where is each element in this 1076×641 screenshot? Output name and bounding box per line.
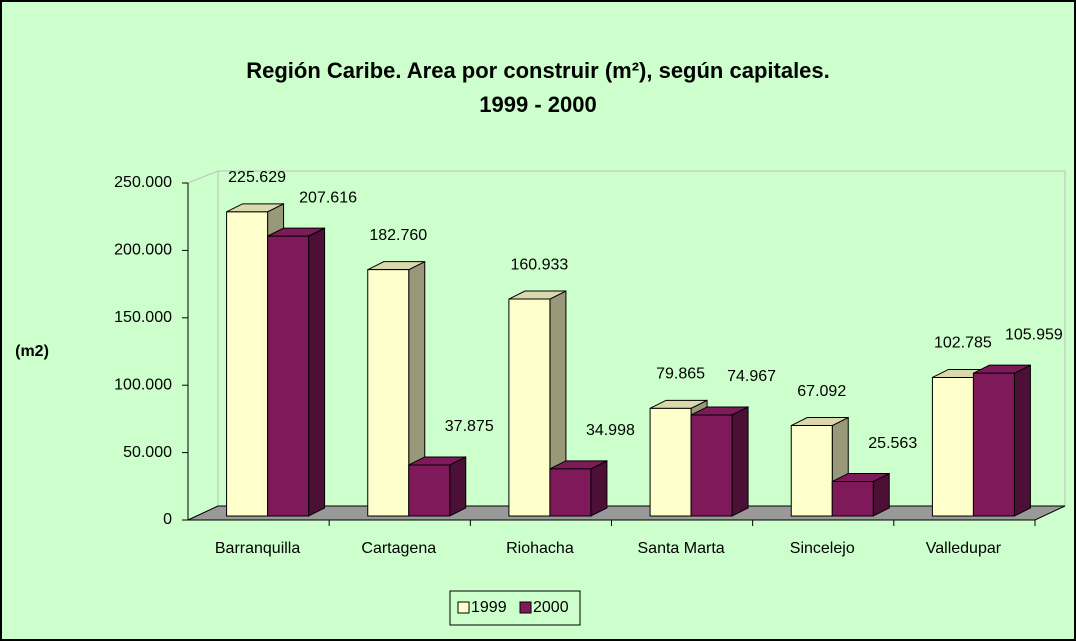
x-tick-label: Barranquilla — [215, 540, 300, 557]
bar — [267, 227, 326, 517]
bar-face — [408, 464, 451, 517]
legend-box — [449, 590, 581, 626]
bar-face — [549, 468, 592, 517]
chart-subtitle: 1999 - 2000 — [479, 92, 596, 117]
y-tick-label: 200.000 — [114, 242, 172, 259]
bar — [549, 460, 608, 517]
data-label: 225.629 — [228, 169, 286, 186]
bar-face — [1013, 364, 1031, 517]
data-label: 207.616 — [299, 189, 357, 206]
legend-label: 1999 — [471, 599, 507, 616]
data-label: 105.959 — [1005, 326, 1063, 343]
bar-face — [590, 460, 608, 517]
bar-face — [267, 235, 310, 517]
legend-swatch — [519, 601, 532, 614]
y-tick-label: 250.000 — [114, 174, 172, 191]
y-tick-label: 150.000 — [114, 309, 172, 326]
data-label: 34.998 — [586, 422, 635, 439]
bar-face — [508, 298, 551, 517]
data-label: 67.092 — [797, 383, 846, 400]
legend-label: 2000 — [533, 599, 569, 616]
y-tick-label: 50.000 — [123, 444, 172, 461]
bar — [972, 364, 1031, 517]
bar-face — [790, 425, 833, 517]
x-tick-label: Valledupar — [926, 540, 1002, 557]
data-label: 25.563 — [868, 435, 917, 452]
x-tick-label: Santa Marta — [638, 540, 725, 557]
bar-face — [690, 414, 733, 517]
bar-face — [731, 406, 749, 517]
bar-face — [972, 372, 1015, 517]
bar-face — [449, 456, 467, 517]
bar-face — [308, 227, 326, 517]
data-label: 37.875 — [445, 418, 494, 435]
y-tick-label: 100.000 — [114, 376, 172, 393]
bar-face — [367, 269, 410, 517]
x-tick-label: Sincelejo — [790, 540, 855, 557]
bar — [831, 472, 890, 517]
x-tick-label: Riohacha — [506, 540, 574, 557]
y-tick-label: 0 — [163, 511, 172, 528]
bar — [408, 456, 467, 517]
y-axis-label: (m2) — [15, 343, 49, 360]
data-label: 102.785 — [934, 335, 992, 352]
bar-face — [649, 407, 692, 517]
data-label: 79.865 — [656, 366, 705, 383]
bar-face — [931, 376, 974, 517]
data-label: 160.933 — [510, 256, 568, 273]
data-label: 182.760 — [369, 227, 427, 244]
x-tick-label: Cartagena — [361, 540, 436, 557]
bar — [508, 290, 567, 517]
bar — [690, 406, 749, 517]
bar-face — [831, 481, 874, 517]
bar — [367, 260, 426, 517]
legend-swatch — [457, 601, 470, 614]
chart-title: Región Caribe. Area por construir (m²), … — [246, 58, 830, 83]
bar-face — [226, 211, 269, 517]
data-label: 74.967 — [727, 368, 776, 385]
